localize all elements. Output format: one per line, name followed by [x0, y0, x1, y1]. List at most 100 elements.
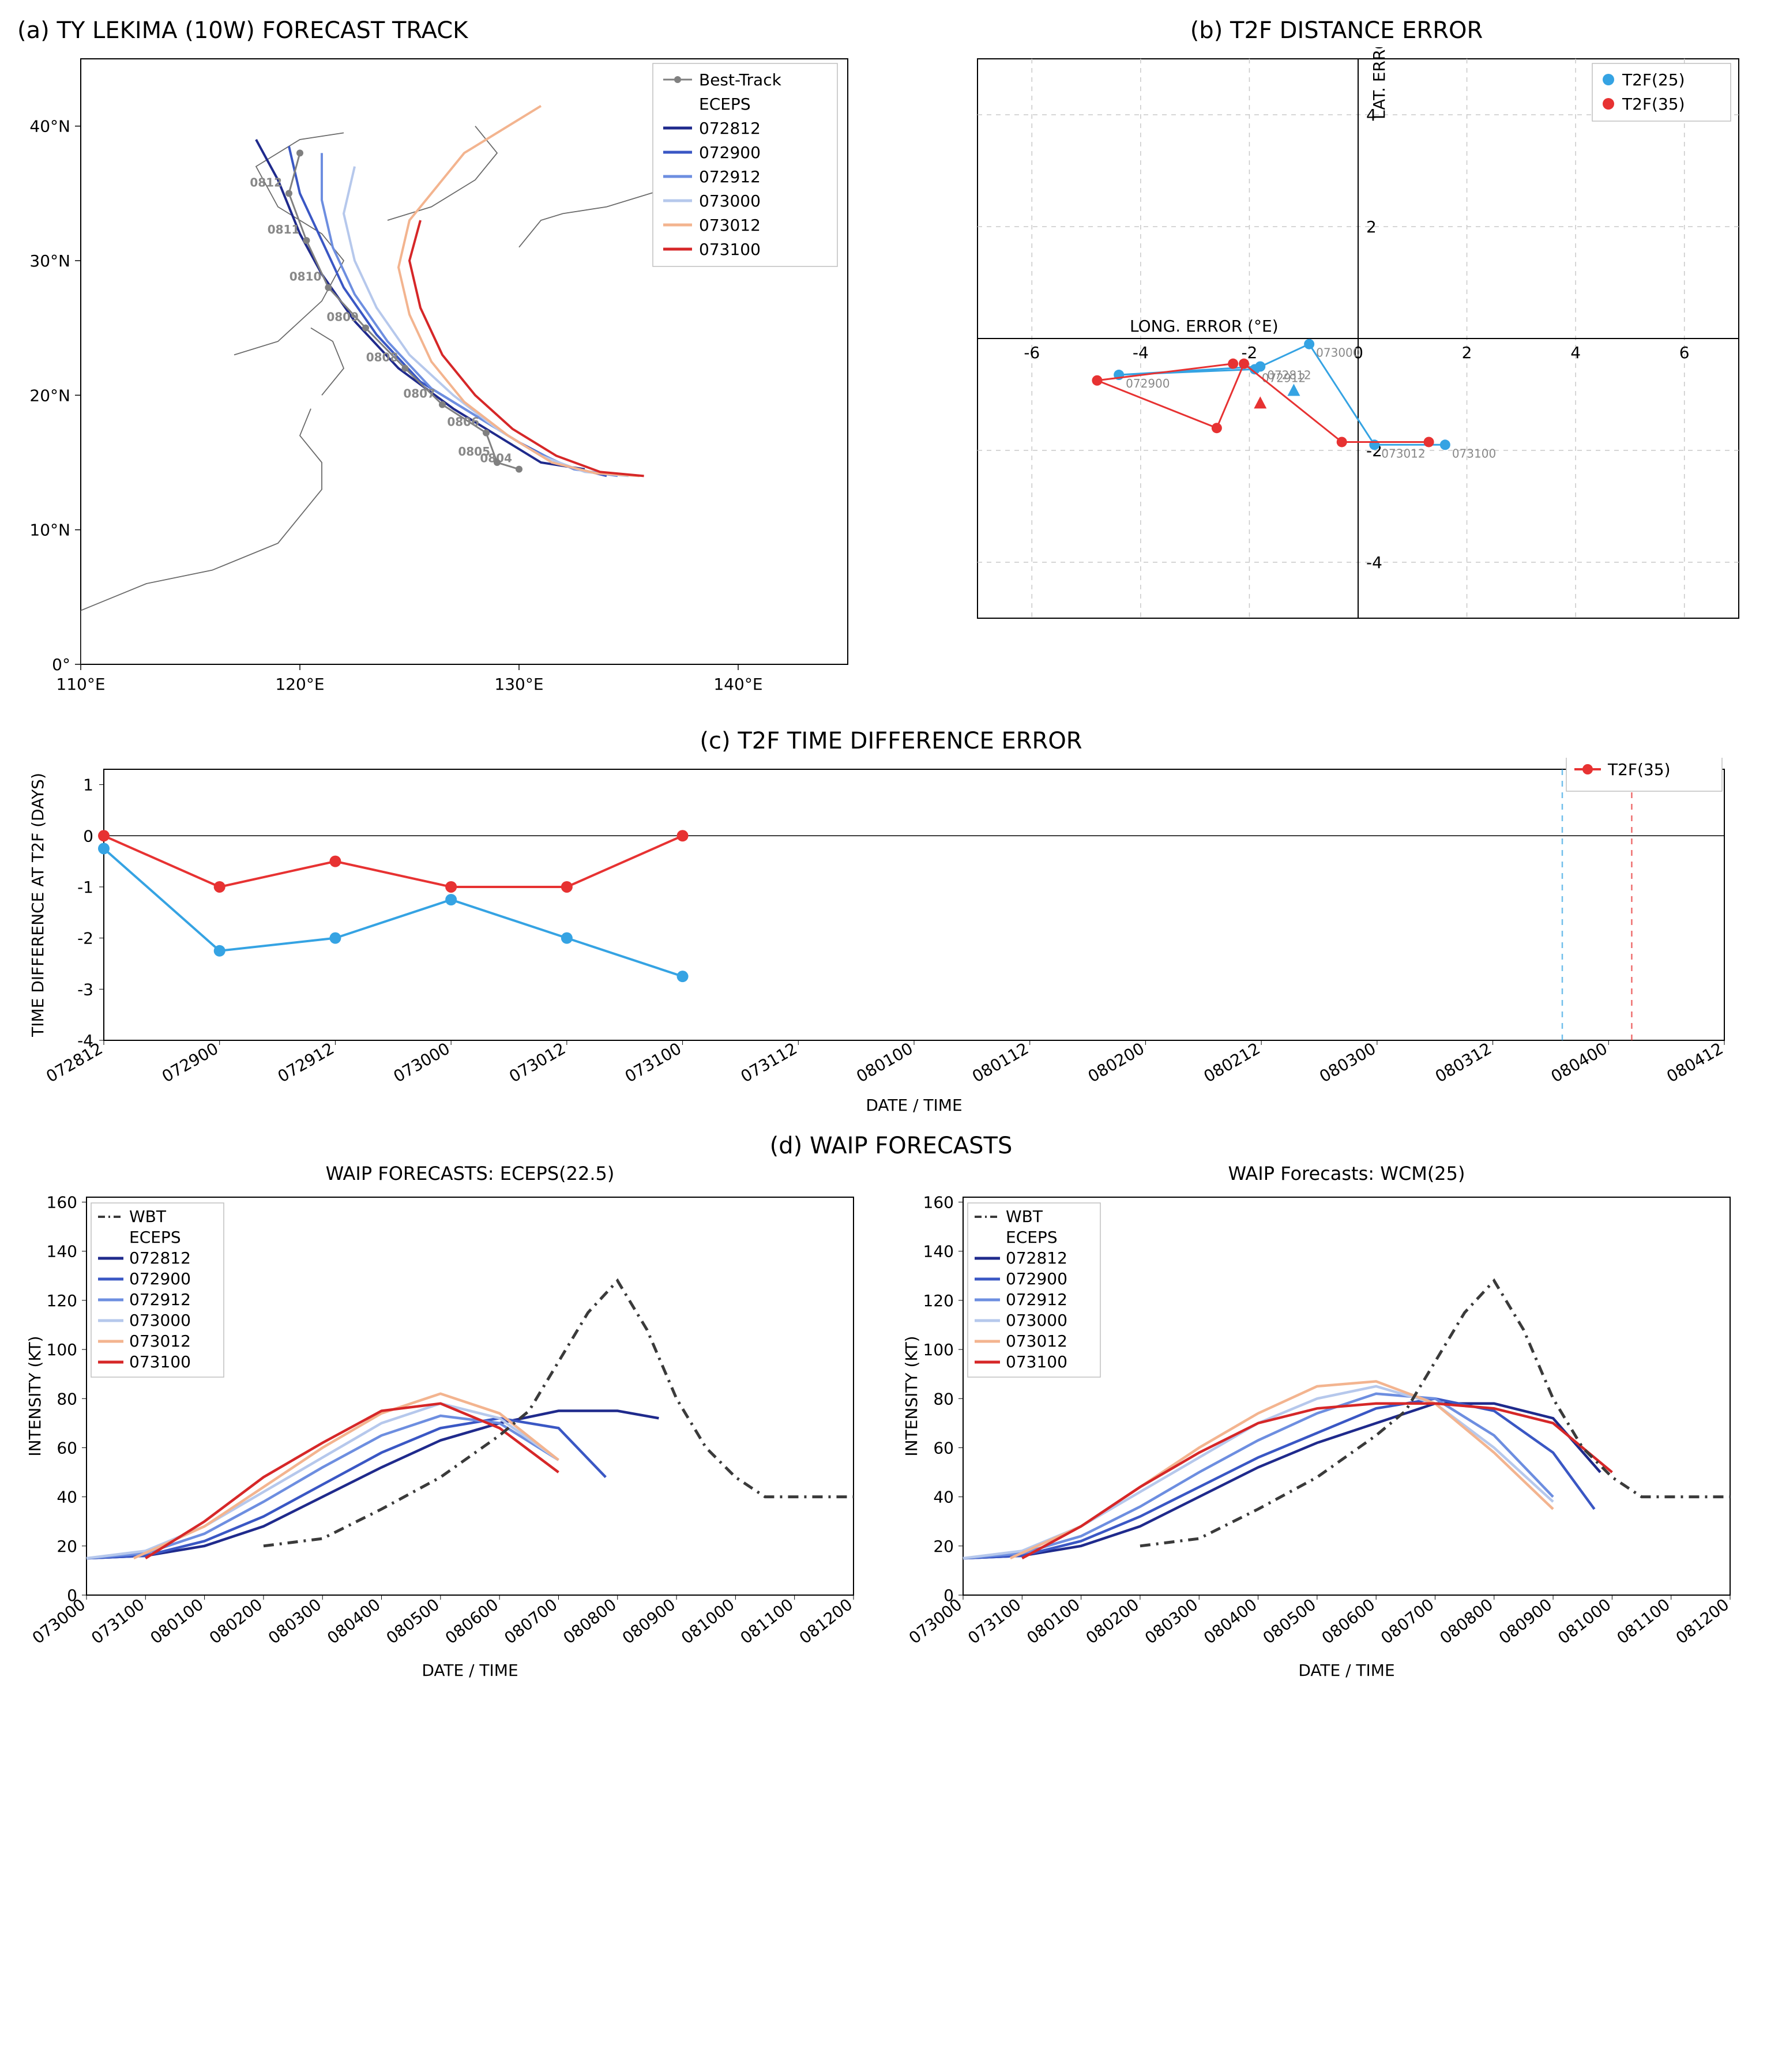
svg-text:073100: 073100 [88, 1595, 148, 1648]
panel-a-title-text: TY LEKIMA (10W) FORECAST TRACK [57, 17, 468, 44]
svg-text:072900: 072900 [699, 143, 761, 162]
svg-text:072900: 072900 [129, 1269, 191, 1288]
svg-text:2: 2 [1462, 343, 1472, 362]
svg-text:073100: 073100 [964, 1595, 1025, 1648]
svg-text:DATE / TIME: DATE / TIME [866, 1096, 962, 1115]
svg-text:073012: 073012 [129, 1332, 191, 1351]
svg-text:INTENSITY (KT): INTENSITY (KT) [902, 1336, 921, 1456]
svg-text:110°E: 110°E [56, 675, 105, 694]
svg-text:080900: 080900 [1495, 1595, 1556, 1648]
svg-text:081200: 081200 [796, 1595, 856, 1648]
svg-text:073100: 073100 [1452, 446, 1496, 460]
svg-text:120: 120 [47, 1291, 77, 1310]
svg-text:072812: 072812 [129, 1249, 191, 1268]
svg-text:WAIP FORECASTS: ECEPS(22.5): WAIP FORECASTS: ECEPS(22.5) [326, 1163, 615, 1184]
svg-text:-1: -1 [77, 878, 93, 897]
svg-text:DATE / TIME: DATE / TIME [1298, 1661, 1394, 1680]
panel-b-title-text: T2F DISTANCE ERROR [1230, 17, 1483, 44]
svg-text:-6: -6 [1024, 343, 1040, 362]
svg-text:0809: 0809 [326, 310, 359, 324]
svg-text:080800: 080800 [560, 1595, 621, 1648]
svg-text:10°N: 10°N [29, 521, 70, 540]
svg-text:30°N: 30°N [29, 251, 70, 270]
svg-text:160: 160 [47, 1193, 77, 1212]
svg-text:080800: 080800 [1437, 1595, 1497, 1648]
svg-text:080700: 080700 [501, 1595, 561, 1648]
svg-text:073100: 073100 [699, 240, 761, 259]
panel-d-right-chart: WAIP Forecasts: WCM(25)02040608010012014… [894, 1163, 1747, 1682]
svg-text:081200: 081200 [1672, 1595, 1733, 1648]
svg-text:080100: 080100 [1023, 1595, 1084, 1648]
svg-text:080100: 080100 [853, 1039, 916, 1086]
svg-text:080500: 080500 [383, 1595, 443, 1648]
panel-b: (b) T2F DISTANCE ERROR -6-4-20246-4-224L… [908, 17, 1765, 710]
svg-text:072900: 072900 [1126, 377, 1170, 390]
svg-text:080400: 080400 [1548, 1039, 1611, 1086]
svg-text:40: 40 [57, 1488, 77, 1507]
svg-text:0806: 0806 [447, 415, 479, 429]
svg-text:-4: -4 [1133, 343, 1149, 362]
svg-text:073012: 073012 [1006, 1332, 1067, 1351]
svg-text:072900: 072900 [159, 1039, 221, 1086]
svg-text:080700: 080700 [1377, 1595, 1438, 1648]
svg-text:LONG. ERROR (°E): LONG. ERROR (°E) [1130, 317, 1279, 336]
svg-text:073112: 073112 [738, 1039, 800, 1086]
svg-text:T2F(35): T2F(35) [1607, 760, 1671, 779]
svg-text:80: 80 [933, 1389, 954, 1408]
svg-text:6: 6 [1679, 343, 1690, 362]
svg-text:4: 4 [1570, 343, 1581, 362]
svg-text:Best-Track: Best-Track [699, 70, 782, 89]
svg-text:0805: 0805 [458, 445, 490, 458]
svg-text:080200: 080200 [1082, 1595, 1143, 1648]
svg-text:WAIP Forecasts: WCM(25): WAIP Forecasts: WCM(25) [1228, 1163, 1465, 1184]
svg-text:INTENSITY (KT): INTENSITY (KT) [25, 1336, 44, 1456]
svg-text:080300: 080300 [1316, 1039, 1379, 1086]
svg-text:072912: 072912 [1006, 1290, 1067, 1309]
panel-a-letter: (a) [17, 17, 50, 44]
svg-text:080300: 080300 [1141, 1595, 1202, 1648]
svg-text:ECEPS: ECEPS [699, 95, 751, 114]
svg-text:120: 120 [923, 1291, 954, 1310]
svg-text:081000: 081000 [1554, 1595, 1615, 1648]
svg-text:080400: 080400 [324, 1595, 384, 1648]
panel-d-letter: (d) [770, 1133, 803, 1159]
panel-b-title: (b) T2F DISTANCE ERROR [908, 17, 1765, 44]
panel-c-title: (c) T2F TIME DIFFERENCE ERROR [17, 728, 1765, 754]
svg-text:073000: 073000 [905, 1595, 966, 1648]
svg-text:0810: 0810 [290, 270, 322, 284]
svg-text:-4: -4 [1366, 553, 1382, 572]
svg-text:072900: 072900 [1006, 1269, 1067, 1288]
svg-text:60: 60 [933, 1438, 954, 1457]
svg-text:080200: 080200 [206, 1595, 266, 1648]
svg-text:072812: 072812 [1006, 1249, 1067, 1268]
svg-text:140: 140 [923, 1242, 954, 1261]
svg-text:080412: 080412 [1663, 1039, 1726, 1086]
svg-text:073100: 073100 [1006, 1352, 1067, 1371]
svg-text:0811: 0811 [268, 223, 300, 236]
svg-text:-2: -2 [77, 929, 93, 948]
svg-text:073000: 073000 [29, 1595, 89, 1648]
svg-text:072912: 072912 [129, 1290, 191, 1309]
svg-text:T2F(35): T2F(35) [1622, 95, 1685, 114]
svg-text:0812: 0812 [250, 175, 282, 189]
svg-text:140: 140 [47, 1242, 77, 1261]
svg-text:073000: 073000 [1316, 346, 1360, 360]
svg-text:0°: 0° [52, 655, 70, 674]
panel-d-title-text: WAIP FORECASTS [810, 1133, 1012, 1159]
svg-text:080400: 080400 [1200, 1595, 1261, 1648]
svg-text:080212: 080212 [1201, 1039, 1264, 1086]
svg-text:40: 40 [933, 1488, 954, 1507]
svg-text:0808: 0808 [366, 351, 398, 364]
svg-text:073000: 073000 [390, 1039, 453, 1086]
svg-text:0: 0 [83, 826, 93, 845]
svg-text:1: 1 [83, 776, 93, 795]
svg-text:140°E: 140°E [713, 675, 762, 694]
svg-text:-3: -3 [77, 980, 93, 999]
svg-text:080600: 080600 [1318, 1595, 1379, 1648]
svg-text:080112: 080112 [969, 1039, 1032, 1086]
panel-d: (d) WAIP FORECASTS WAIP FORECASTS: ECEPS… [17, 1133, 1765, 1682]
svg-text:080312: 080312 [1432, 1039, 1495, 1086]
panel-a: (a) TY LEKIMA (10W) FORECAST TRACK 110°E… [17, 17, 874, 710]
panel-b-letter: (b) [1190, 17, 1223, 44]
svg-text:080200: 080200 [1085, 1039, 1148, 1086]
